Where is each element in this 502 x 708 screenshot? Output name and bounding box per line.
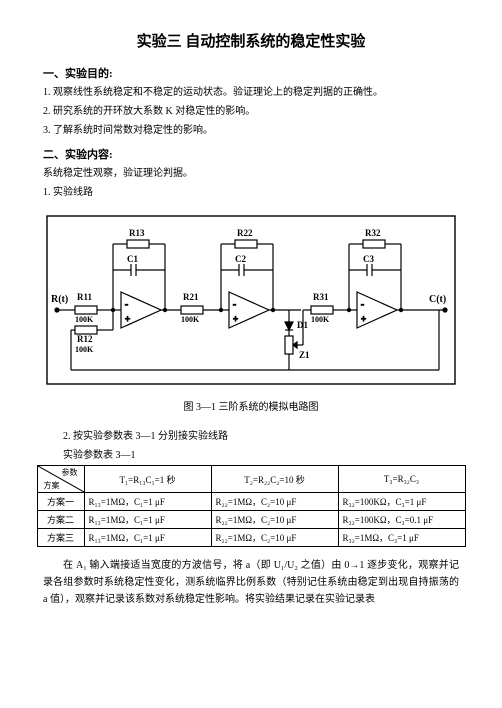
row2-c1: R₁₃=1MΩ，C₁=1 μF <box>84 511 211 529</box>
table-row: 方案二 R₁₃=1MΩ，C₁=1 μF R₂₂=1MΩ，C₂=10 μF R₃₂… <box>37 511 465 529</box>
row1-name: 方案一 <box>37 493 84 511</box>
row1-c1: R₁₃=1MΩ，C₁=1 μF <box>84 493 211 511</box>
label-R11: R11 <box>77 292 93 302</box>
final-paragraph: 在 A₁ 输入端接适当宽度的方波信号，将 a（即 U₁/U₂ 之值）由 0→1 … <box>43 557 459 608</box>
label-R32: R32 <box>365 228 381 238</box>
section1-item3: 3. 了解系统时间常数对稳定性的影响。 <box>43 123 467 138</box>
row2-c3: R₃₂=100KΩ，C₃=0.1 μF <box>338 511 465 529</box>
table-row: 方案三 R₁₃=1MΩ，C₁=1 μF R₂₂=1MΩ，C₂=10 μF R₃₂… <box>37 529 465 547</box>
label-C3: C3 <box>363 254 374 264</box>
section2-sub1: 1. 实验线路 <box>43 185 467 200</box>
label-Rt: R(t) <box>51 294 68 305</box>
row1-c2: R₂₂=1MΩ，C₂=10 μF <box>211 493 338 511</box>
label-Z1: Z1 <box>299 350 310 360</box>
row3-c2: R₂₂=1MΩ，C₂=10 μF <box>211 529 338 547</box>
svg-text:+: + <box>233 314 238 324</box>
label-R12: R12 <box>77 334 93 344</box>
row2-name: 方案二 <box>37 511 84 529</box>
table-intro1: 2. 按实验参数表 3—1 分别接实验线路 <box>63 427 467 442</box>
svg-text:-: - <box>125 299 128 309</box>
label-R22: R22 <box>237 228 253 238</box>
page-title: 实验三 自动控制系统的稳定性实验 <box>35 30 467 51</box>
label-Ct: C(t) <box>429 294 446 305</box>
label-R31: R31 <box>313 292 329 302</box>
th-col2: T₂=R₂₂C₂=10 秒 <box>211 466 338 493</box>
label-R21v: 100K <box>181 315 200 324</box>
svg-text:-: - <box>233 299 236 309</box>
label-R31v: 100K <box>311 315 330 324</box>
th-col3: T₃=R₃₂C₃ <box>338 466 465 493</box>
label-R12v: 100K <box>75 345 94 354</box>
th-plan: 方案 <box>40 480 60 491</box>
row3-c1: R₁₃=1MΩ，C₁=1 μF <box>84 529 211 547</box>
th-col1: T₁=R₁₃C₁=1 秒 <box>84 466 211 493</box>
label-C2: C2 <box>235 254 246 264</box>
label-C1: C1 <box>127 254 138 264</box>
th-params: 参数 <box>62 467 82 478</box>
svg-text:-: - <box>361 299 364 309</box>
row2-c2: R₂₂=1MΩ，C₂=10 μF <box>211 511 338 529</box>
row3-c3: R₃₂=1MΩ，C₃=1 μF <box>338 529 465 547</box>
label-R11v: 100K <box>75 315 94 324</box>
label-R13: R13 <box>129 228 145 238</box>
figure-caption: 图 3—1 三阶系统的模拟电路图 <box>35 398 467 413</box>
svg-text:+: + <box>125 314 130 324</box>
section1-item2: 2. 研究系统的开环放大系数 K 对稳定性的影响。 <box>43 104 467 119</box>
svg-text:+: + <box>361 314 366 324</box>
section1-heading: 一、实验目的: <box>43 65 467 81</box>
circuit-diagram: - + <box>35 210 467 390</box>
section1-item1: 1. 观察线性系统稳定和不稳定的运动状态。验证理论上的稳定判据的正确性。 <box>43 85 467 100</box>
table-row: 方案一 R₁₃=1MΩ，C₁=1 μF R₂₂=1MΩ，C₂=10 μF R₃₂… <box>37 493 465 511</box>
section2-heading: 二、实验内容: <box>43 146 467 162</box>
label-R21: R21 <box>183 292 199 302</box>
row1-c3: R₃₂=100KΩ，C₃=1 μF <box>338 493 465 511</box>
row3-name: 方案三 <box>37 529 84 547</box>
label-D1: D1 <box>297 320 308 330</box>
parameter-table: 参数 方案 T₁=R₁₃C₁=1 秒 T₂=R₂₂C₂=10 秒 T₃=R₃₂C… <box>37 465 466 547</box>
table-intro2: 实验参数表 3—1 <box>63 446 467 461</box>
section2-line: 系统稳定性观察，验证理论判据。 <box>43 166 467 181</box>
